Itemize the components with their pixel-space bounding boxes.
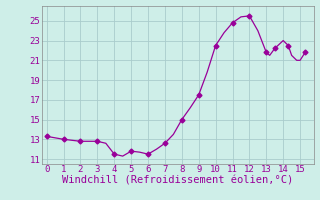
- X-axis label: Windchill (Refroidissement éolien,°C): Windchill (Refroidissement éolien,°C): [62, 176, 293, 186]
